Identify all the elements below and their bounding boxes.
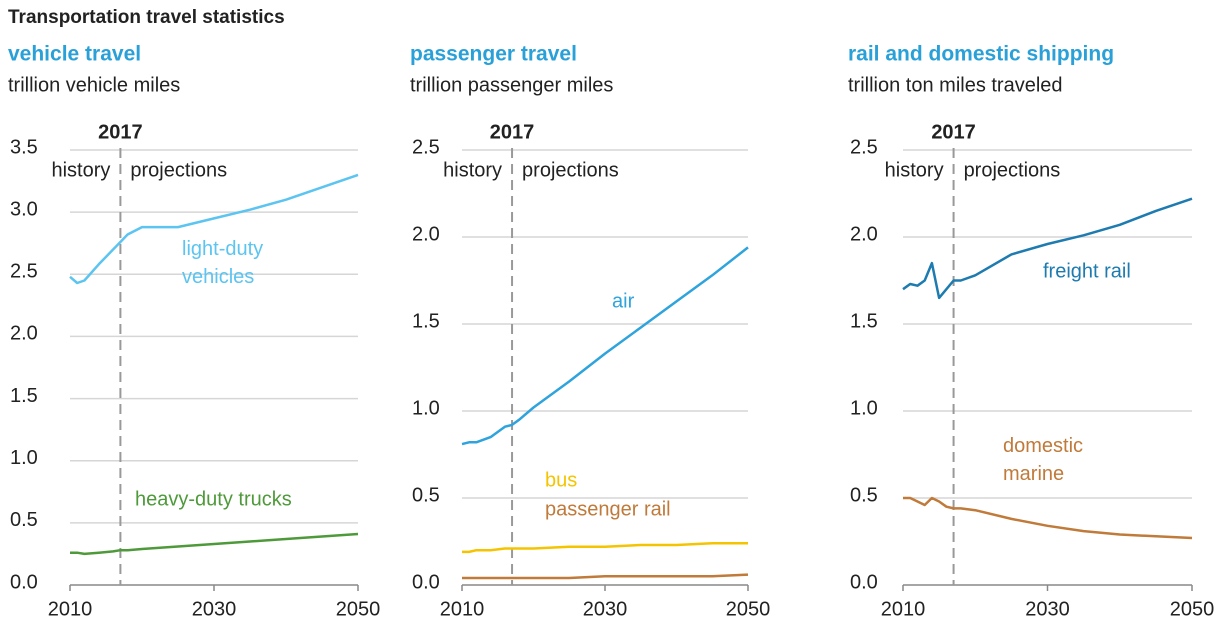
y-tick-label: 2.0 <box>850 223 878 245</box>
projections-label: projections <box>522 159 619 181</box>
panel-subtitle: trillion ton miles traveled <box>848 74 1063 96</box>
projections-label: projections <box>130 159 227 181</box>
x-tick-label: 2050 <box>336 598 381 620</box>
y-tick-label: 1.5 <box>10 385 38 407</box>
series-label: bus <box>545 469 577 491</box>
history-label: history <box>443 159 502 181</box>
history-label: history <box>885 159 944 181</box>
y-tick-label: 0.0 <box>10 571 38 593</box>
y-tick-label: 0.5 <box>412 484 440 506</box>
y-tick-label: 1.5 <box>412 310 440 332</box>
y-tick-label: 0.5 <box>850 484 878 506</box>
panel-subtitle: trillion passenger miles <box>410 74 613 96</box>
y-tick-label: 0.0 <box>850 571 878 593</box>
series-line <box>462 573 749 580</box>
series-label: freight rail <box>1043 260 1131 282</box>
y-tick-label: 1.0 <box>850 397 878 419</box>
marker-label: 2017 <box>490 121 535 143</box>
series-line <box>902 197 1193 300</box>
x-tick-label: 2010 <box>440 598 485 620</box>
y-tick-label: 1.5 <box>850 310 878 332</box>
series-label-line: marine <box>1003 463 1064 485</box>
y-tick-label: 0.5 <box>10 509 38 531</box>
x-tick-label: 2030 <box>192 598 237 620</box>
series-label: heavy-duty trucks <box>135 488 292 510</box>
x-tick-label: 2030 <box>1025 598 1070 620</box>
marker-label: 2017 <box>98 121 143 143</box>
y-tick-label: 3.5 <box>10 136 38 158</box>
x-tick-label: 2010 <box>881 598 926 620</box>
series-label-line: vehicles <box>182 266 254 288</box>
x-tick-label: 2010 <box>48 598 93 620</box>
series-label-line: domestic <box>1003 435 1089 457</box>
series-label-line: light-duty <box>182 238 269 260</box>
page-title: Transportation travel statistics <box>8 7 285 28</box>
y-tick-label: 1.0 <box>10 447 38 469</box>
y-tick-label: 2.0 <box>412 223 440 245</box>
projections-label: projections <box>964 159 1061 181</box>
series-line <box>70 532 359 556</box>
series-line <box>462 541 748 554</box>
series-line <box>461 246 749 446</box>
y-tick-label: 2.5 <box>412 136 440 158</box>
x-tick-label: 2030 <box>583 598 628 620</box>
panel-title: passenger travel <box>410 43 577 66</box>
series-label: air <box>612 290 635 312</box>
panel-title: vehicle travel <box>8 43 141 66</box>
y-tick-label: 3.0 <box>10 198 38 220</box>
marker-label: 2017 <box>931 121 976 143</box>
series-line <box>69 173 359 285</box>
y-tick-label: 2.0 <box>10 323 38 345</box>
x-tick-label: 2050 <box>1170 598 1215 620</box>
panel-title: rail and domestic shipping <box>848 43 1114 66</box>
y-tick-label: 0.0 <box>412 571 440 593</box>
series-label: passenger rail <box>545 498 671 520</box>
history-label: history <box>51 159 110 181</box>
series-label: domestic marine <box>1003 435 1089 485</box>
y-tick-label: 2.5 <box>10 261 38 283</box>
series-line <box>903 496 1193 540</box>
panel-subtitle: trillion vehicle miles <box>8 74 180 96</box>
y-tick-label: 2.5 <box>850 136 878 158</box>
y-tick-label: 1.0 <box>412 397 440 419</box>
x-tick-label: 2050 <box>726 598 771 620</box>
series-label: light-duty vehicles <box>182 238 269 288</box>
